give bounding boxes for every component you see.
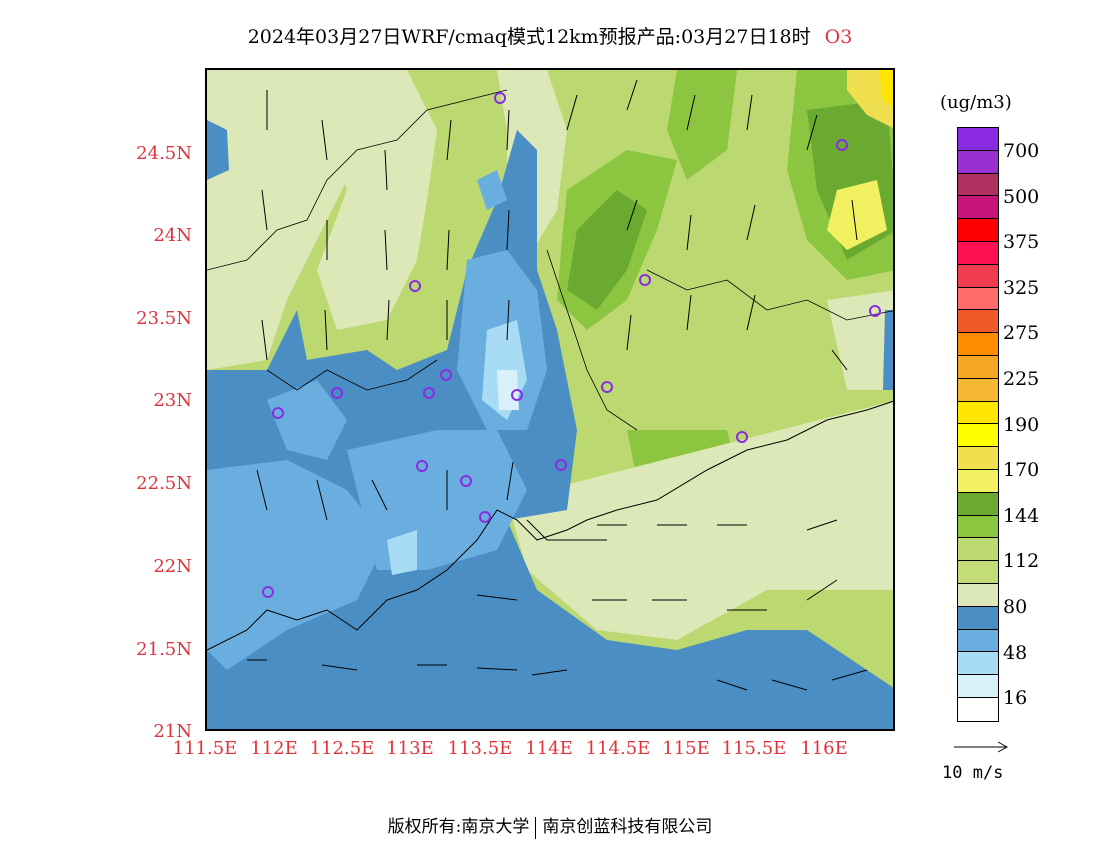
concentration-map[interactable] — [205, 68, 895, 731]
footer-left: 版权所有:南京大学 — [387, 817, 530, 837]
yellow-patch-east — [827, 180, 887, 250]
color-bar-swatch — [958, 629, 998, 653]
yellow-bright-corner — [879, 70, 893, 108]
mid-blue-small — [477, 170, 507, 210]
color-bar-swatch — [958, 150, 998, 174]
color-bar-label: 80 — [1003, 596, 1028, 618]
x-label-115e: 115E — [662, 738, 710, 759]
y-label-22n: 22N — [153, 556, 192, 577]
boundary-north — [207, 89, 508, 271]
color-bar-label: 275 — [1003, 322, 1040, 345]
boundary-prd — [266, 359, 438, 391]
color-bar-label: 375 — [1003, 231, 1040, 254]
color-bar-swatch — [958, 128, 998, 151]
x-label-116e: 116E — [800, 738, 848, 759]
color-bar-label: 144 — [1003, 504, 1040, 527]
color-bar-label: 170 — [1003, 459, 1040, 482]
title-main: 2024年03月27日WRF/cmaq模式12km预报产品:03月27日18时 — [247, 26, 811, 48]
color-bar-swatch — [958, 424, 998, 448]
low-o3-east-edge — [883, 310, 893, 390]
legend-unit: (ug/m3) — [940, 92, 1012, 113]
color-bar-swatch — [958, 469, 998, 493]
color-bar-label: 700 — [1003, 140, 1040, 162]
x-label-113-5e: 113.5E — [447, 738, 513, 759]
wind-vectors — [247, 79, 868, 691]
color-bar-label: 48 — [1003, 641, 1028, 664]
color-bar-swatch — [958, 196, 998, 220]
color-bar-swatch — [958, 492, 998, 516]
map-svg — [207, 70, 893, 729]
y-label-22-5n: 22.5N — [136, 473, 192, 494]
color-bar-swatch — [958, 538, 998, 562]
color-bar-swatch — [958, 401, 998, 425]
color-bar-swatch — [958, 333, 998, 356]
coastline — [207, 400, 893, 651]
monitoring-stations — [262, 92, 881, 598]
x-label-114e: 114E — [525, 738, 573, 759]
mid-blue-patch-2 — [207, 460, 387, 670]
lightest-blue — [497, 370, 519, 410]
y-label-21n: 21N — [153, 721, 192, 742]
light-blue-patch-2 — [387, 530, 417, 575]
green-patch-north — [667, 70, 737, 180]
x-label-112-5e: 112.5E — [309, 738, 375, 759]
boundary-hk — [526, 519, 607, 541]
copyright-footer: 版权所有:南京大学 南京创蓝科技有限公司 — [0, 812, 1100, 839]
color-bar-swatch — [958, 173, 998, 197]
color-bar-swatch — [958, 241, 998, 265]
footer-right: 南京创蓝科技有限公司 — [542, 817, 713, 837]
color-bar-label: 112 — [1003, 550, 1040, 573]
mid-blue-patch-3 — [347, 430, 527, 570]
reference-wind-label: 10 m/s — [942, 763, 1004, 783]
color-bar-label: 325 — [1003, 276, 1040, 299]
x-label-115-5e: 115.5E — [721, 738, 787, 759]
boundary-east — [646, 269, 893, 321]
mid-blue-patch-1 — [267, 380, 347, 460]
color-bar-swatch — [958, 219, 998, 242]
boundary-east-river — [546, 249, 638, 431]
low-o3-sea — [207, 130, 893, 729]
x-label-114-5e: 114.5E — [585, 738, 651, 759]
color-bar-swatch — [958, 515, 998, 539]
y-label-23-5n: 23.5N — [136, 308, 192, 329]
color-bar-label: 190 — [1003, 413, 1040, 436]
pale-zone-north — [307, 70, 437, 330]
y-label-24-5n: 24.5N — [136, 143, 192, 164]
reference-wind-arrow-icon — [954, 741, 1009, 753]
color-bar-swatch — [958, 652, 998, 676]
pale-coastal-band — [507, 401, 893, 640]
color-bar-swatch — [958, 697, 998, 721]
color-bar-swatch — [958, 675, 998, 698]
x-label-111-5e: 111.5E — [172, 738, 238, 759]
color-bar-swatch — [958, 264, 998, 288]
color-bar-label: 16 — [1003, 687, 1028, 710]
color-bar-label: 500 — [1003, 185, 1040, 208]
y-label-24n: 24N — [153, 225, 192, 246]
low-o3-nw — [207, 120, 229, 180]
color-bar-swatch — [958, 561, 998, 584]
color-bar-swatch — [958, 355, 998, 379]
color-bar-swatch — [958, 583, 998, 607]
x-label-113e: 113E — [386, 738, 434, 759]
footer-separator — [535, 816, 537, 839]
color-bar-swatch — [958, 447, 998, 470]
color-bar-swatch — [958, 378, 998, 402]
x-label-112e: 112E — [250, 738, 298, 759]
y-label-23n: 23N — [153, 390, 192, 411]
dark-green-patch — [567, 190, 647, 310]
color-bar-swatch — [958, 606, 998, 630]
title-species: O3 — [824, 26, 853, 48]
color-bar-swatch — [958, 310, 998, 334]
map-title: 2024年03月27日WRF/cmaq模式12km预报产品:03月27日18时 O… — [0, 22, 1100, 49]
color-bar — [957, 127, 999, 722]
y-label-21-5n: 21.5N — [136, 639, 192, 660]
color-bar-swatch — [958, 287, 998, 311]
color-bar-label: 225 — [1003, 368, 1040, 390]
